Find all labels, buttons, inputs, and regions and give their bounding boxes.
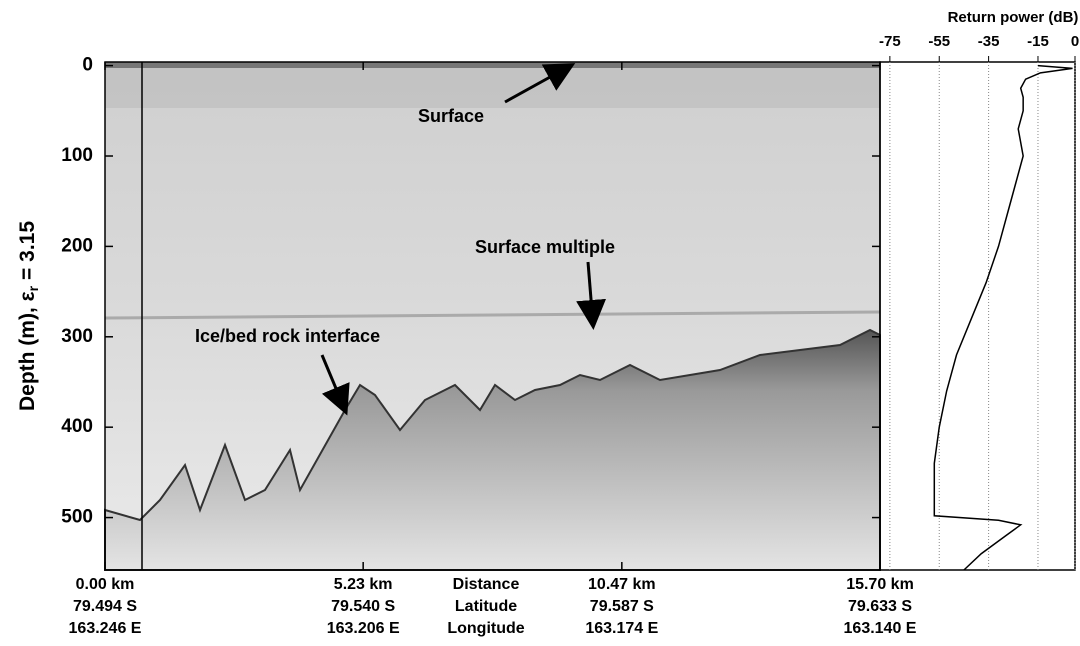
y-tick-label: 100 xyxy=(61,145,93,166)
latitude-label: 79.494 S xyxy=(73,598,137,615)
y-axis-label: Depth (m), εr = 3.15 xyxy=(16,221,41,411)
arrow xyxy=(576,261,607,330)
y-tick-label: 400 xyxy=(61,416,93,437)
x-tick-label: -35 xyxy=(978,33,1000,50)
arrow xyxy=(320,354,350,416)
longitude-label: 163.174 E xyxy=(585,620,658,637)
longitude-label: 163.140 E xyxy=(844,620,917,637)
annotation: Surface xyxy=(418,106,484,126)
y-label-subscript: r xyxy=(25,285,41,291)
profile-title: Return power (dB) xyxy=(948,9,1079,26)
latitude-label: 79.540 S xyxy=(331,598,395,615)
x-tick-label: -75 xyxy=(879,33,901,50)
row-label: Distance xyxy=(453,576,520,593)
x-tick-label: -15 xyxy=(1027,33,1049,50)
x-tick-label: 5.23 km xyxy=(334,576,393,593)
profile-frame xyxy=(879,61,1076,571)
power-profile xyxy=(933,64,1073,571)
y-tick-label: 500 xyxy=(61,507,93,528)
y-tick-label: 200 xyxy=(61,235,93,256)
x-tick-label: -55 xyxy=(928,33,950,50)
latitude-label: 79.587 S xyxy=(590,598,654,615)
y-tick-label: 300 xyxy=(61,326,93,347)
longitude-label: 163.206 E xyxy=(327,620,400,637)
y-label-suffix: = 3.15 xyxy=(16,221,39,280)
x-tick-label: 10.47 km xyxy=(588,576,656,593)
latitude-label: 79.633 S xyxy=(848,598,912,615)
arrow xyxy=(504,63,576,104)
echogram-image xyxy=(104,62,881,571)
annotation: Ice/bed rock interface xyxy=(195,326,380,346)
x-tick-label: 15.70 km xyxy=(846,576,914,593)
y-label-text: Depth (m), ε xyxy=(16,291,39,411)
row-label: Longitude xyxy=(447,620,524,637)
row-label: Latitude xyxy=(455,598,517,615)
y-tick-label: 0 xyxy=(82,55,93,76)
annotation: Surface multiple xyxy=(475,237,615,257)
x-tick-label: 0.00 km xyxy=(76,576,135,593)
x-tick-label: 0 xyxy=(1071,33,1079,50)
longitude-label: 163.246 E xyxy=(69,620,142,637)
